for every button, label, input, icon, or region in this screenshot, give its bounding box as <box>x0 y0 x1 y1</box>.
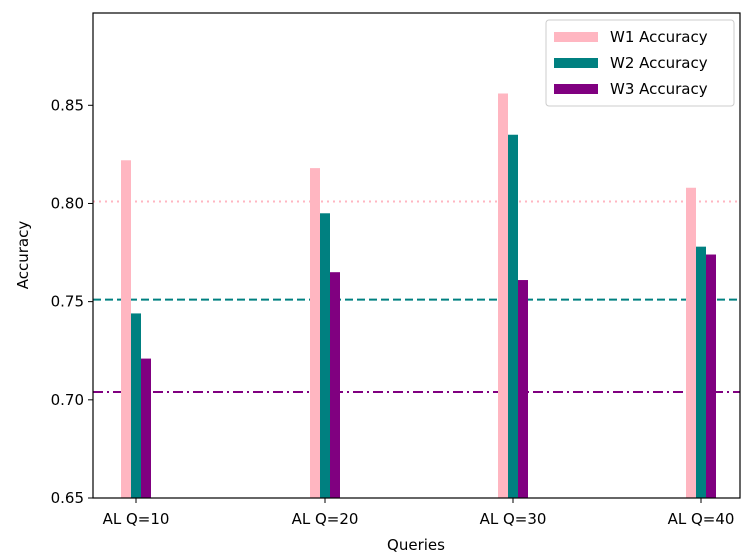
plot-frame <box>92 12 741 499</box>
bar <box>508 134 518 498</box>
legend-label: W2 Accuracy <box>610 54 708 72</box>
axes <box>92 12 741 499</box>
x-tick-label: AL Q=10 <box>103 510 170 528</box>
y-tick-label: 0.65 <box>51 489 84 507</box>
x-tick-label: AL Q=30 <box>480 510 547 528</box>
y-tick-label: 0.85 <box>51 96 84 114</box>
bar <box>706 254 716 498</box>
x-ticks: AL Q=10 AL Q=20 AL Q=30 AL Q=40 <box>103 498 735 528</box>
legend: W1 Accuracy W2 Accuracy W3 Accuracy <box>545 19 735 107</box>
bar <box>686 187 696 498</box>
legend-swatch <box>554 84 598 94</box>
bar <box>141 358 151 498</box>
bar <box>330 272 340 498</box>
x-tick-label: AL Q=40 <box>668 510 735 528</box>
y-axis-title: Accuracy <box>14 221 32 290</box>
x-tick-label: AL Q=20 <box>292 510 359 528</box>
bar <box>518 280 528 498</box>
y-tick-label: 0.80 <box>51 194 84 212</box>
bar <box>696 246 706 498</box>
legend-label: W1 Accuracy <box>610 28 708 46</box>
bars <box>121 93 716 499</box>
legend-swatch <box>554 32 598 42</box>
bar <box>121 160 131 498</box>
y-tick-label: 0.70 <box>51 391 84 409</box>
reference-lines <box>93 200 740 393</box>
legend-swatch <box>554 58 598 68</box>
bar <box>131 313 141 498</box>
y-ticks: 0.65 0.70 0.75 0.80 0.85 <box>51 96 93 507</box>
legend-label: W3 Accuracy <box>610 80 708 98</box>
y-tick-label: 0.75 <box>51 293 84 311</box>
x-axis-title: Queries <box>387 536 445 554</box>
bar <box>310 168 320 498</box>
bar <box>320 213 330 499</box>
bar <box>498 93 508 498</box>
